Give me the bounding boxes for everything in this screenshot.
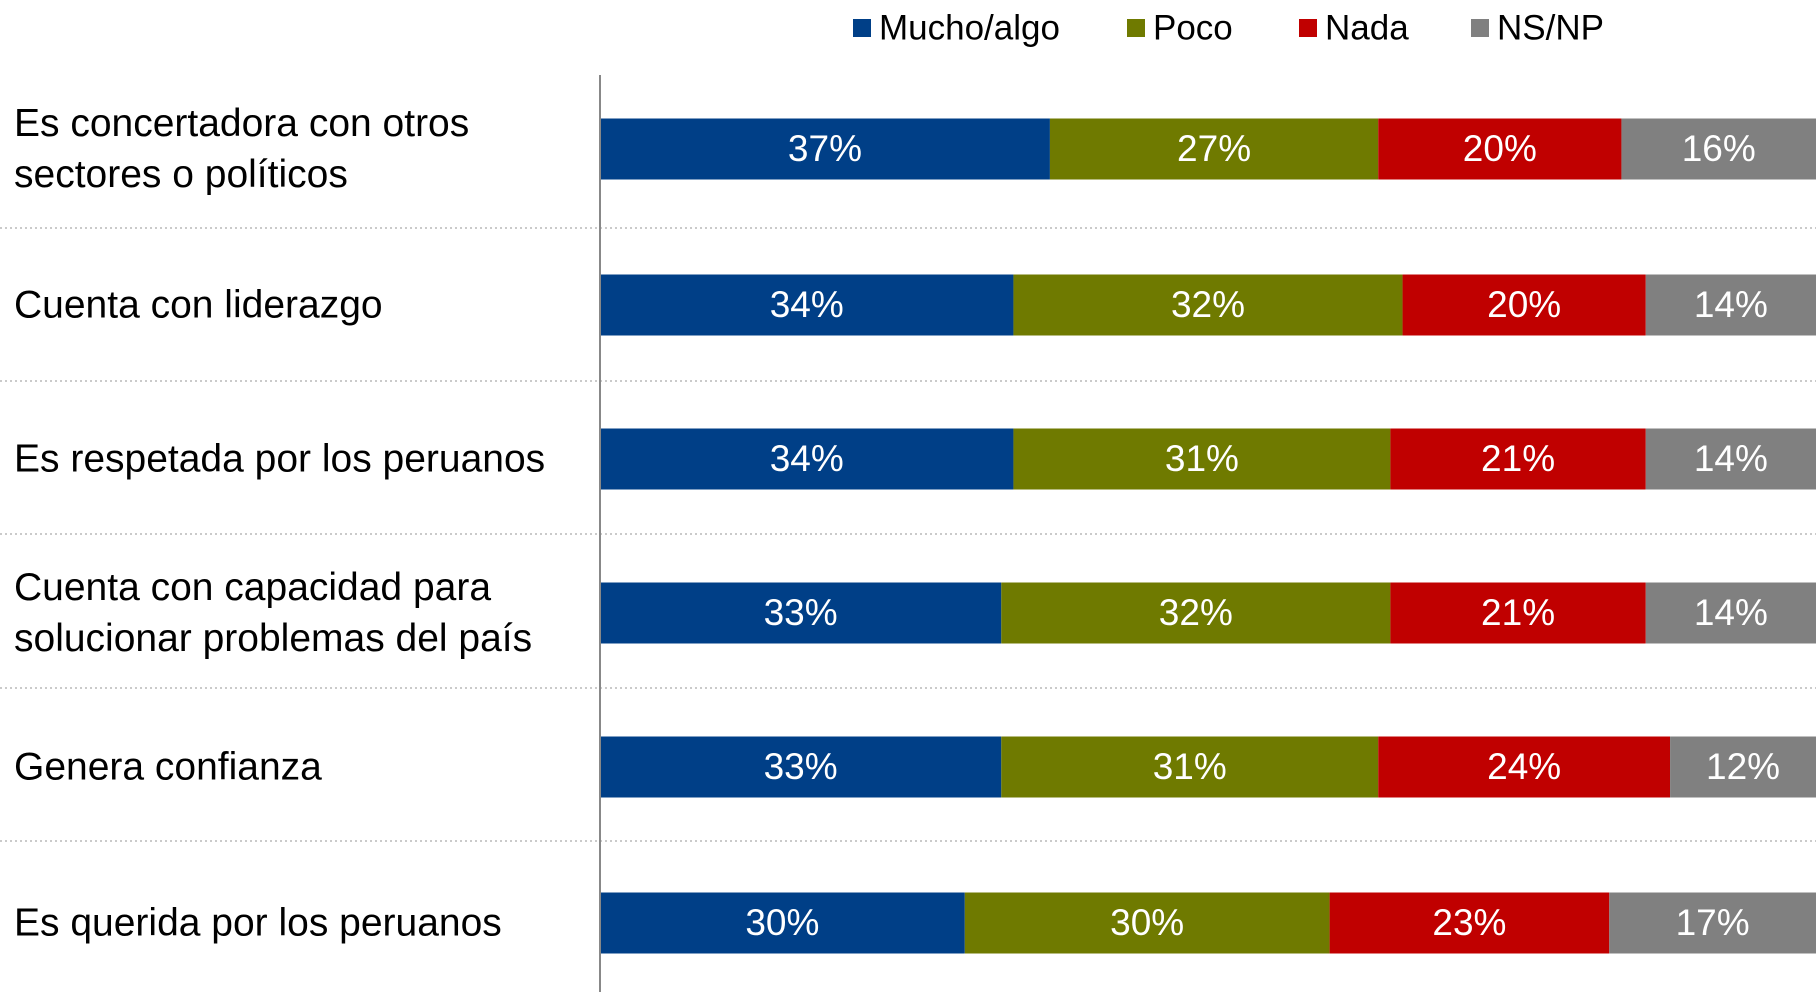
data-label: 20%	[1487, 284, 1561, 325]
data-label: 34%	[770, 438, 844, 479]
data-label: 30%	[745, 902, 819, 943]
data-label: 37%	[788, 128, 862, 169]
legend-swatch	[1127, 19, 1145, 37]
bar-segment	[1378, 118, 1622, 180]
data-label: 27%	[1177, 128, 1251, 169]
bar-segment	[1645, 274, 1816, 336]
bar-segment	[1621, 118, 1816, 180]
bar-segment	[600, 892, 965, 954]
bar-segment	[1013, 428, 1391, 490]
data-label: 34%	[770, 284, 844, 325]
bar-segment	[1390, 428, 1646, 490]
data-label: 12%	[1706, 746, 1780, 787]
data-label: 33%	[764, 746, 838, 787]
data-label: 23%	[1432, 902, 1506, 943]
bar-segment	[1390, 582, 1646, 644]
bar-segment	[1670, 736, 1816, 798]
bar-segment	[1378, 736, 1671, 798]
legend-swatch	[1299, 19, 1317, 37]
bar-segment	[1049, 118, 1379, 180]
bar-segment	[1001, 736, 1379, 798]
data-label: 33%	[764, 592, 838, 633]
bar-segment	[1645, 582, 1816, 644]
legend-label: NS/NP	[1497, 8, 1604, 47]
bar-segment	[1609, 892, 1816, 954]
bar-segment	[600, 428, 1014, 490]
bar-segment	[600, 736, 1002, 798]
data-label: 21%	[1481, 438, 1555, 479]
data-label: 14%	[1694, 284, 1768, 325]
legend-label: Mucho/algo	[879, 8, 1060, 47]
legend-label: Nada	[1325, 8, 1409, 47]
category-label: Cuenta con capacidad para solucionar pro…	[14, 566, 533, 660]
bar-segment	[1645, 428, 1816, 490]
category-label: Es querida por los peruanos	[14, 901, 502, 945]
data-label: 20%	[1463, 128, 1537, 169]
category-label: Es respetada por los peruanos	[14, 437, 546, 481]
data-label: 31%	[1153, 746, 1227, 787]
data-label: 21%	[1481, 592, 1555, 633]
data-label: 31%	[1165, 438, 1239, 479]
bar-segment	[1013, 274, 1403, 336]
bar-segment	[964, 892, 1330, 954]
bar-segment	[600, 274, 1014, 336]
data-label: 30%	[1110, 902, 1184, 943]
bar-segment	[1329, 892, 1610, 954]
category-label: Cuenta con liderazgo	[14, 283, 383, 327]
data-label: 32%	[1159, 592, 1233, 633]
legend-label: Poco	[1153, 8, 1233, 47]
data-label: 32%	[1171, 284, 1245, 325]
data-label: 17%	[1676, 902, 1750, 943]
bar-segment	[600, 582, 1002, 644]
category-label: Genera confianza	[14, 745, 322, 789]
bar-segment	[1001, 582, 1391, 644]
bar-segment	[1402, 274, 1646, 336]
legend-swatch	[853, 19, 871, 37]
category-label: Es concertadora con otros sectores o pol…	[14, 102, 470, 196]
data-label: 14%	[1694, 438, 1768, 479]
data-label: 16%	[1682, 128, 1756, 169]
data-label: 24%	[1487, 746, 1561, 787]
bar-segment	[600, 118, 1050, 180]
data-label: 14%	[1694, 592, 1768, 633]
legend-swatch	[1471, 19, 1489, 37]
